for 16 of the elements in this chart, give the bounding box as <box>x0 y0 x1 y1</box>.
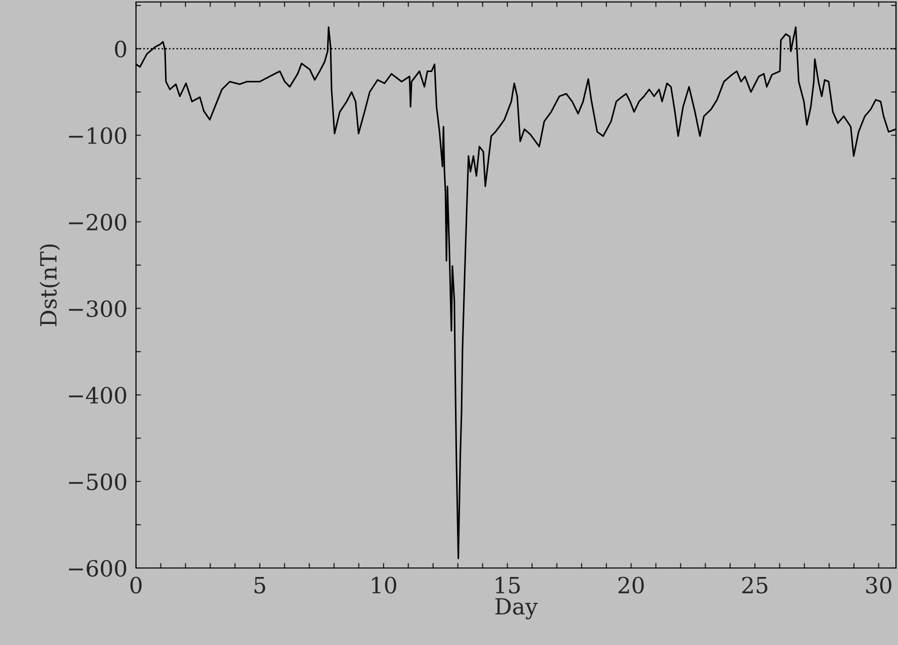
x-tick-label: 25 <box>742 576 768 594</box>
x-axis-title: Day <box>495 598 538 620</box>
y-tick-label: −200 <box>68 214 126 231</box>
y-axis-title: Dst(nT) <box>40 244 60 326</box>
y-tick-label: −400 <box>68 386 126 404</box>
x-tick-label: 10 <box>372 576 396 594</box>
y-tick-label: 0 <box>114 40 126 58</box>
y-tick-label: −600 <box>68 560 126 577</box>
x-tick-label: 15 <box>496 576 520 594</box>
x-tick-label: 0 <box>130 576 142 594</box>
y-tick-label: −500 <box>68 473 126 490</box>
y-tick-label: −100 <box>68 127 126 144</box>
x-tick-label: 20 <box>618 576 644 594</box>
y-tick-label: −300 <box>68 300 126 318</box>
x-tick-label: 5 <box>254 577 266 594</box>
x-tick-label: 30 <box>866 576 892 594</box>
